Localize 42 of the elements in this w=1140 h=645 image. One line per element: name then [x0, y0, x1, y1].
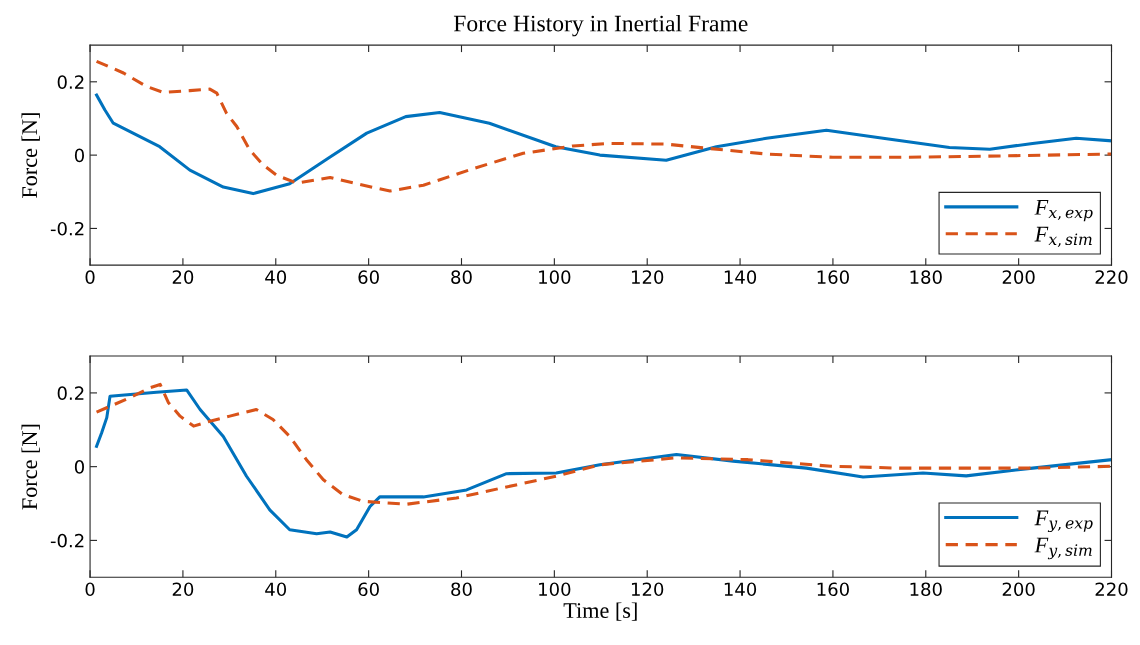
x-tick-label: 100	[539, 582, 571, 597]
x-tick-label: 140	[724, 582, 757, 597]
x-tick-label: 40	[265, 582, 287, 597]
y-tick-label: -0.2	[50, 533, 84, 548]
y-axis-title: Force [N]	[21, 113, 40, 198]
x-tick-label: 80	[451, 582, 472, 597]
x-tick-label: 220	[1095, 270, 1128, 284]
x-tick-label: 60	[358, 582, 379, 597]
x-tick-label: 20	[172, 582, 194, 597]
x-tick-label: 180	[910, 270, 942, 284]
x-tick-label: 200	[1002, 582, 1035, 597]
chart-title: Force History in Inertial Frame	[453, 14, 748, 37]
x-tick-label: 160	[817, 582, 849, 597]
x-tick-label: 100	[539, 270, 571, 284]
x-tick-label: 20	[172, 270, 194, 284]
x-tick-label: 0	[85, 270, 95, 284]
y-tick-label: 0.2	[57, 75, 84, 89]
x-tick-label: 40	[265, 270, 287, 284]
line-series	[95, 93, 1112, 196]
x-tick-label: 120	[631, 582, 664, 597]
x-tick-label: 0	[85, 582, 95, 597]
x-axis-title: Time [s]	[563, 602, 637, 621]
legend-label: F$_{y,exp}$	[1034, 510, 1093, 533]
line-series	[95, 59, 1112, 193]
y-tick-label: 0	[74, 148, 84, 163]
line-series	[95, 382, 1112, 506]
x-tick-label: 140	[724, 270, 757, 284]
line-series	[95, 388, 1112, 539]
x-tick-label: 60	[358, 270, 379, 284]
x-tick-label: 160	[817, 270, 849, 284]
legend-label: F$_{y,sim}$	[1034, 537, 1092, 560]
x-tick-label: 180	[910, 582, 942, 597]
legend-label: F$_{x,exp}$	[1034, 199, 1093, 222]
legend-label: F$_{x,sim}$	[1034, 226, 1092, 247]
y-axis-title: Force [N]	[21, 424, 40, 510]
x-tick-label: 120	[631, 270, 664, 284]
y-tick-label: 0	[74, 460, 84, 474]
y-tick-label: 0.2	[57, 386, 84, 401]
x-tick-label: 80	[451, 270, 472, 284]
x-tick-label: 220	[1095, 582, 1128, 597]
x-tick-label: 200	[1002, 270, 1035, 284]
y-tick-label: -0.2	[50, 221, 84, 236]
